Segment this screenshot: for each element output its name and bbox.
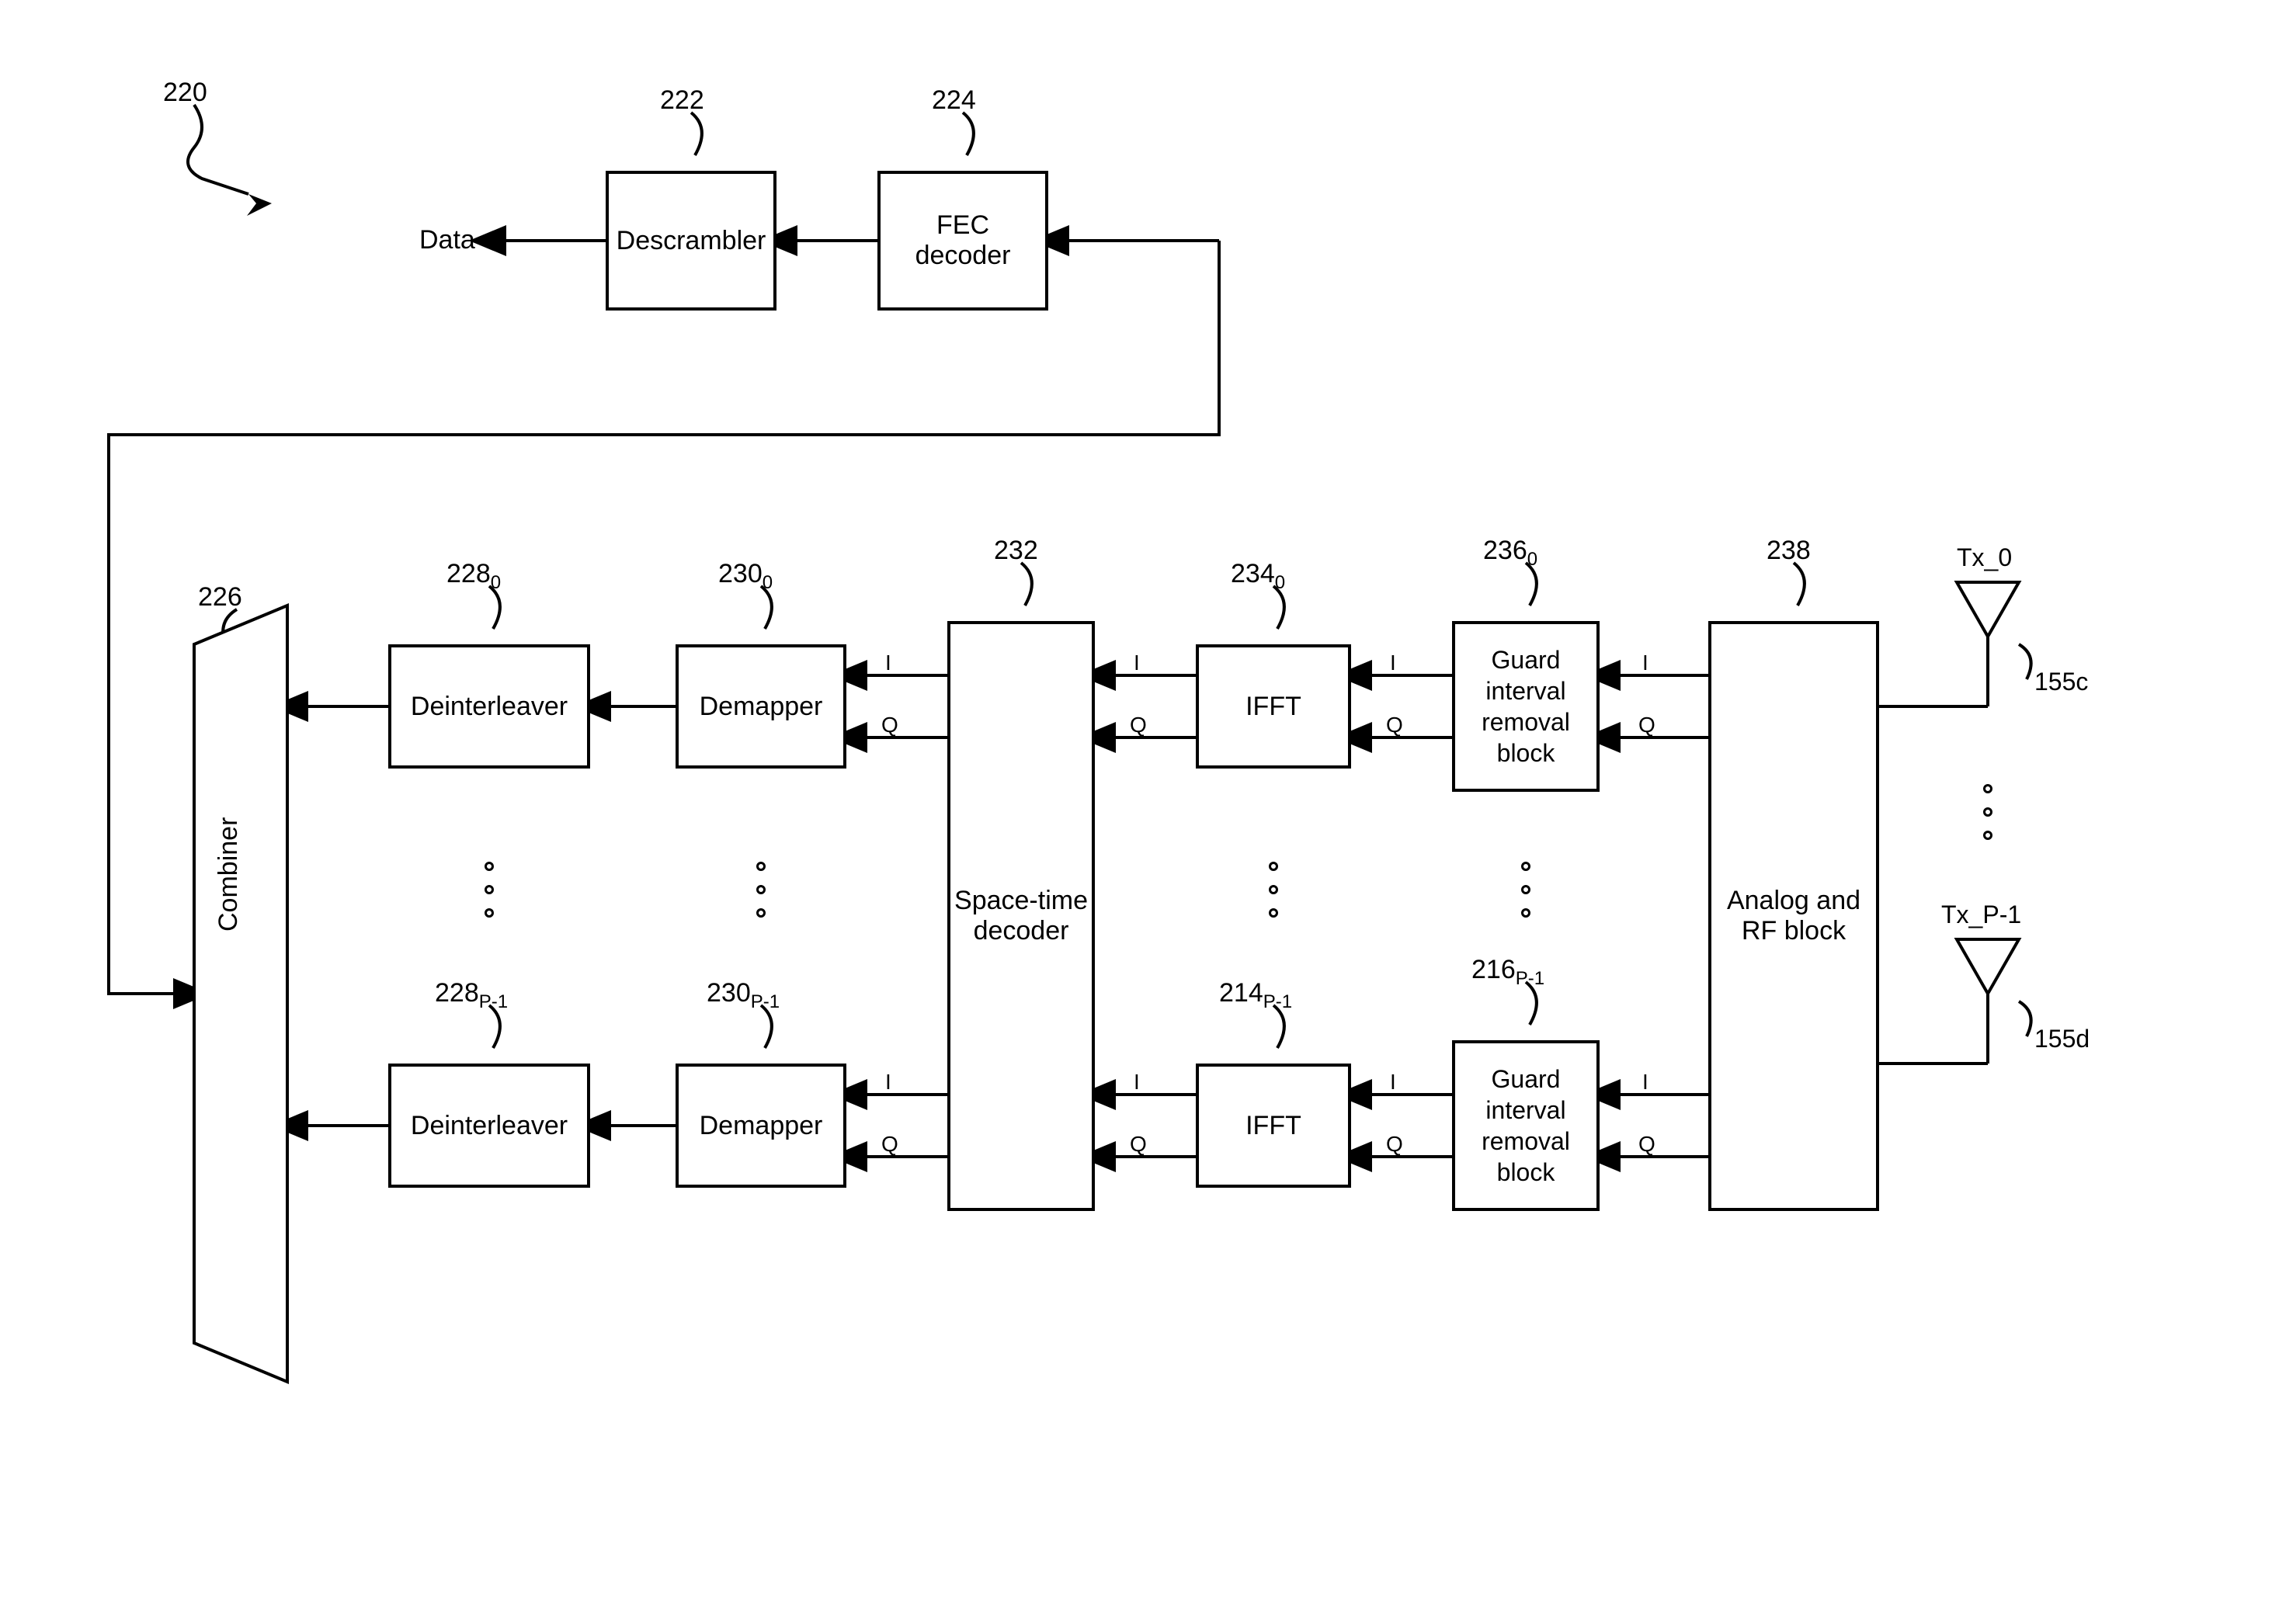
- descrambler-block: Descrambler: [606, 171, 776, 311]
- rf-block: Analog and RF block: [1708, 621, 1879, 1211]
- iq-label: Q: [1638, 1132, 1655, 1157]
- ref-230-0: 2300: [718, 559, 773, 594]
- iq-label: I: [1134, 651, 1140, 675]
- ref-228-0: 2280: [446, 559, 501, 594]
- iq-label: I: [885, 1070, 891, 1095]
- iq-label: Q: [1130, 1132, 1147, 1157]
- ref-224: 224: [932, 85, 976, 116]
- iq-label: Q: [881, 713, 898, 737]
- data-out-label: Data: [419, 225, 475, 255]
- ref-222: 222: [660, 85, 704, 116]
- ref-226: 226: [198, 582, 242, 612]
- ref-155c: 155c: [2034, 668, 2088, 696]
- ellipsis-icon: [1983, 784, 1992, 840]
- ref-232: 232: [994, 536, 1038, 566]
- ref-216-p1: 216P-1: [1471, 955, 1544, 990]
- iq-label: Q: [1386, 713, 1403, 737]
- iq-label: Q: [1386, 1132, 1403, 1157]
- ellipsis-icon: [1521, 862, 1530, 918]
- ifft-p1-block: IFFT: [1196, 1064, 1351, 1188]
- deinterleaver-0-block: Deinterleaver: [388, 644, 590, 769]
- iq-label: I: [1642, 1070, 1648, 1095]
- guard-p1-block: Guard interval removal block: [1452, 1040, 1600, 1211]
- wiring-layer: [0, 0, 2279, 1624]
- demapper-0-block: Demapper: [676, 644, 846, 769]
- iq-label: Q: [1638, 713, 1655, 737]
- diagram-canvas: 220 Data Descrambler 222 FEC decoder 224…: [0, 0, 2279, 1624]
- ellipsis-icon: [485, 862, 494, 918]
- demapper-p1-block: Demapper: [676, 1064, 846, 1188]
- ellipsis-icon: [756, 862, 766, 918]
- fec-decoder-block: FEC decoder: [877, 171, 1048, 311]
- iq-label: I: [1134, 1070, 1140, 1095]
- combiner-label: Combiner: [214, 817, 244, 932]
- ref-220: 220: [163, 78, 207, 108]
- ref-236-0: 2360: [1483, 536, 1537, 571]
- ref-230-p1: 230P-1: [707, 978, 780, 1013]
- iq-label: I: [1642, 651, 1648, 675]
- ifft-0-block: IFFT: [1196, 644, 1351, 769]
- deinterleaver-p1-block: Deinterleaver: [388, 1064, 590, 1188]
- iq-label: Q: [881, 1132, 898, 1157]
- st-decoder-block: Space-time decoder: [947, 621, 1095, 1211]
- ref-234-0: 2340: [1231, 559, 1285, 594]
- antenna-0-label: Tx_0: [1957, 543, 2012, 572]
- iq-label: I: [885, 651, 891, 675]
- ellipsis-icon: [1269, 862, 1278, 918]
- iq-label: I: [1390, 1070, 1396, 1095]
- antenna-1-label: Tx_P-1: [1941, 900, 2021, 929]
- guard-0-block: Guard interval removal block: [1452, 621, 1600, 792]
- iq-label: Q: [1130, 713, 1147, 737]
- iq-label: I: [1390, 651, 1396, 675]
- ref-155d: 155d: [2034, 1025, 2090, 1053]
- ref-214-p1: 214P-1: [1219, 978, 1292, 1013]
- ref-238: 238: [1767, 536, 1811, 566]
- ref-228-p1: 228P-1: [435, 978, 508, 1013]
